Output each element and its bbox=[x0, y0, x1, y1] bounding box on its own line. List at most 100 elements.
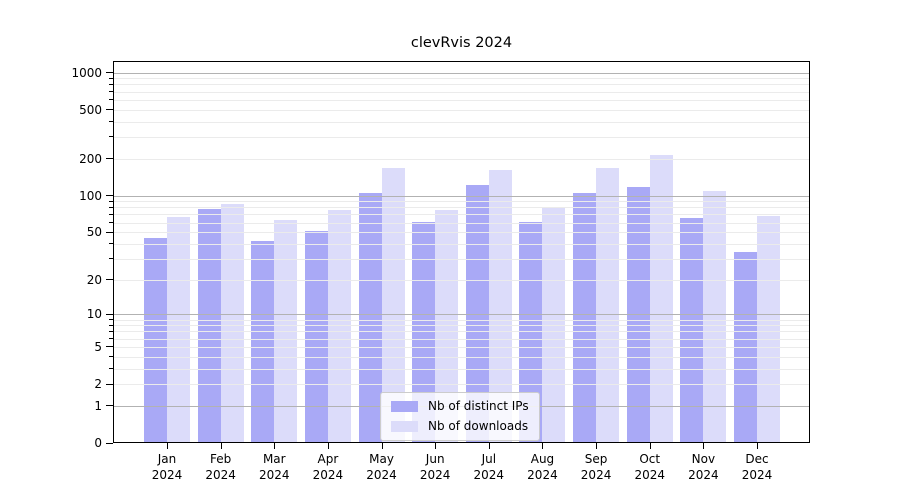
gridline-minor bbox=[113, 243, 810, 245]
x-tick bbox=[435, 443, 437, 449]
gridline-minor bbox=[113, 201, 810, 203]
gridline-minor bbox=[113, 319, 810, 321]
gridline-major bbox=[113, 195, 810, 197]
bar-ips-nov bbox=[680, 218, 704, 443]
gridline-minor bbox=[113, 384, 810, 386]
y-minor-tick bbox=[109, 338, 113, 340]
gridline-minor bbox=[113, 121, 810, 123]
x-tick bbox=[649, 443, 651, 449]
gridline-minor bbox=[113, 136, 810, 138]
y-tick-label: 1000 bbox=[71, 65, 102, 80]
y-tick bbox=[106, 72, 113, 73]
bar-downloads-nov bbox=[703, 190, 727, 443]
legend-label-distinct-ips: Nb of distinct IPs bbox=[428, 399, 529, 413]
x-tick-label: Jan 2024 bbox=[151, 452, 183, 482]
x-tick-label: Sep 2024 bbox=[580, 452, 612, 482]
x-tick-label: Jul 2024 bbox=[473, 452, 505, 482]
x-tick bbox=[327, 443, 329, 449]
bar-downloads-sep bbox=[596, 167, 620, 443]
y-minor-tick bbox=[109, 368, 113, 370]
grid-layer bbox=[113, 61, 810, 443]
y-minor-tick bbox=[109, 121, 113, 123]
y-tick bbox=[106, 313, 113, 315]
y-tick-label: 200 bbox=[79, 151, 102, 166]
y-tick-label: 500 bbox=[79, 102, 102, 117]
y-tick bbox=[106, 158, 113, 160]
gridline-minor bbox=[113, 84, 810, 86]
gridline-minor bbox=[113, 258, 810, 260]
y-minor-tick bbox=[109, 136, 113, 138]
y-minor-tick bbox=[109, 258, 113, 260]
bar-downloads-oct bbox=[649, 154, 673, 443]
legend-item-downloads: Nb of downloads bbox=[391, 419, 529, 434]
x-tick bbox=[757, 443, 758, 449]
x-tick bbox=[381, 443, 383, 449]
bar-downloads-may bbox=[381, 167, 405, 443]
y-tick bbox=[106, 442, 113, 444]
y-minor-tick bbox=[109, 206, 113, 208]
y-minor-tick bbox=[109, 222, 113, 224]
x-tick-label: Aug 2024 bbox=[527, 452, 558, 482]
y-minor-tick bbox=[109, 330, 113, 332]
x-tick-label: Apr 2024 bbox=[312, 452, 344, 482]
y-tick bbox=[106, 195, 113, 196]
gridline-minor bbox=[113, 91, 810, 93]
y-minor-tick bbox=[109, 243, 113, 245]
chart-title: clevRvis 2024 bbox=[410, 35, 513, 51]
plot-area: Nb of distinct IPs Nb of downloads bbox=[113, 61, 810, 443]
bar-ips-jul bbox=[465, 184, 489, 443]
y-tick bbox=[106, 231, 113, 233]
bar-downloads-jan bbox=[167, 216, 190, 443]
x-tick-label: Jun 2024 bbox=[419, 452, 451, 482]
y-tick-label: 100 bbox=[79, 188, 102, 203]
y-tick-label: 20 bbox=[86, 272, 102, 287]
y-tick-label: 10 bbox=[86, 307, 102, 322]
x-tick bbox=[274, 443, 276, 449]
y-tick-label: 1 bbox=[94, 398, 102, 413]
y-tick bbox=[106, 383, 113, 385]
x-tick bbox=[488, 443, 490, 449]
gridline-minor bbox=[113, 368, 810, 370]
y-minor-tick bbox=[109, 91, 113, 93]
y-tick-label: 50 bbox=[86, 225, 102, 240]
gridline-minor bbox=[113, 346, 810, 348]
x-tick-label: Oct 2024 bbox=[634, 452, 665, 482]
gridline-minor bbox=[113, 325, 810, 327]
bar-downloads-mar bbox=[274, 219, 298, 443]
y-minor-tick bbox=[109, 213, 113, 215]
bar-downloads-jul bbox=[488, 169, 512, 443]
gridline-minor bbox=[113, 78, 810, 80]
bar-downloads-feb bbox=[220, 203, 244, 443]
y-tick-label: 0 bbox=[94, 436, 102, 450]
y-minor-tick bbox=[109, 99, 113, 101]
gridline-minor bbox=[113, 279, 810, 281]
gridline-minor bbox=[113, 109, 810, 111]
y-minor-tick bbox=[109, 200, 113, 202]
legend: Nb of distinct IPs Nb of downloads bbox=[380, 392, 540, 441]
gridline-minor bbox=[113, 222, 810, 224]
gridline-major bbox=[113, 314, 810, 316]
y-minor-tick bbox=[109, 356, 113, 358]
gridline-minor bbox=[113, 232, 810, 234]
legend-swatch-downloads bbox=[391, 421, 418, 432]
bar-downloads-aug bbox=[542, 206, 566, 443]
gridline-minor bbox=[113, 158, 810, 160]
gridline-minor bbox=[113, 331, 810, 333]
x-tick bbox=[703, 443, 705, 449]
gridline-minor bbox=[113, 99, 810, 101]
y-tick-label: 5 bbox=[94, 339, 102, 354]
bar-ips-jan bbox=[144, 237, 167, 443]
gridline-major bbox=[113, 72, 810, 74]
gridline-minor bbox=[113, 207, 810, 209]
x-tick bbox=[220, 443, 222, 449]
x-tick-label: Feb 2024 bbox=[205, 452, 236, 482]
legend-swatch-distinct-ips bbox=[391, 401, 418, 412]
y-tick-label: 2 bbox=[94, 377, 102, 392]
bar-ips-may bbox=[358, 192, 382, 443]
bar-ips-apr bbox=[304, 231, 328, 443]
x-tick-label: Mar 2024 bbox=[258, 452, 290, 482]
bar-downloads-dec bbox=[757, 215, 780, 443]
x-tick bbox=[596, 443, 598, 449]
y-minor-tick bbox=[109, 319, 113, 321]
